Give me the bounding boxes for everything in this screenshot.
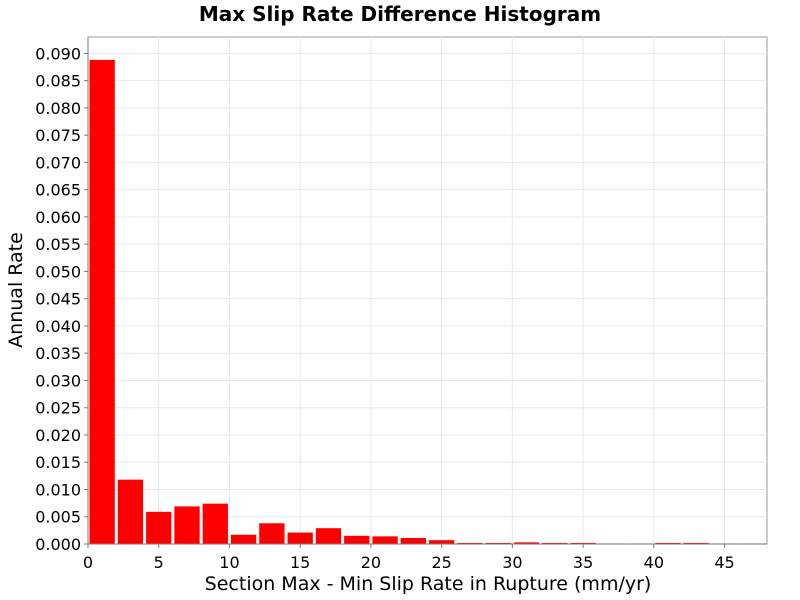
y-tick-label: 0.000 <box>35 535 81 554</box>
bar <box>485 542 511 544</box>
grid-lines <box>88 37 767 544</box>
y-tick-label: 0.050 <box>35 262 81 281</box>
bar <box>655 542 681 544</box>
bar <box>315 528 342 544</box>
y-axis-label: Annual Rate <box>5 232 27 348</box>
y-ticks: 0.000 0.005 0.010 0.015 0.020 0.025 0.030 0.035… <box>35 44 88 554</box>
y-tick-label: 0.085 <box>35 72 81 91</box>
x-tick-label: 15 <box>290 553 310 572</box>
bar <box>400 538 426 544</box>
y-tick-label: 0.080 <box>35 99 81 118</box>
x-tick-label: 30 <box>502 553 522 572</box>
bar <box>202 503 228 544</box>
y-tick-label: 0.060 <box>35 208 81 227</box>
y-tick-label: 0.010 <box>35 480 81 499</box>
bar <box>89 59 115 544</box>
y-tick-label: 0.025 <box>35 399 81 418</box>
bar <box>174 506 200 544</box>
x-tick-label: 5 <box>154 553 164 572</box>
bar <box>117 479 144 544</box>
x-tick-label: 10 <box>219 553 239 572</box>
x-tick-label: 20 <box>361 553 381 572</box>
x-tick-label: 45 <box>714 553 734 572</box>
bar <box>429 540 455 544</box>
y-tick-label: 0.005 <box>35 508 81 527</box>
y-tick-label: 0.055 <box>35 235 81 254</box>
x-tick-label: 0 <box>83 553 93 572</box>
bar <box>259 523 285 544</box>
x-tick-label: 25 <box>431 553 451 572</box>
y-tick-label: 0.070 <box>35 153 81 172</box>
x-axis-label: Section Max - Min Slip Rate in Rupture (… <box>205 573 652 595</box>
bar <box>287 532 313 544</box>
x-tick-label: 35 <box>573 553 593 572</box>
y-tick-label: 0.090 <box>35 44 81 63</box>
bar <box>230 534 257 544</box>
bar <box>542 542 568 544</box>
bar <box>372 536 398 544</box>
bar <box>513 542 540 544</box>
bar <box>457 542 483 544</box>
y-tick-label: 0.040 <box>35 317 81 336</box>
chart-title: Max Slip Rate Difference Histogram <box>199 2 601 26</box>
y-tick-label: 0.035 <box>35 344 81 363</box>
bar <box>146 511 172 544</box>
y-tick-label: 0.045 <box>35 290 81 309</box>
bar <box>570 542 596 544</box>
y-tick-label: 0.030 <box>35 371 81 390</box>
x-ticks: 0 5 10 15 20 25 30 35 40 45 <box>83 544 735 572</box>
plot-area <box>87 36 768 545</box>
bars <box>89 59 766 544</box>
x-tick-label: 40 <box>644 553 664 572</box>
bar <box>344 535 370 544</box>
bar <box>683 542 709 544</box>
y-tick-label: 0.075 <box>35 126 81 145</box>
y-tick-label: 0.015 <box>35 453 81 472</box>
y-tick-label: 0.065 <box>35 181 81 200</box>
y-tick-label: 0.020 <box>35 426 81 445</box>
